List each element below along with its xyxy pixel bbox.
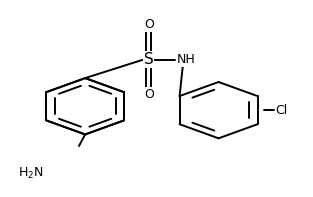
Text: H$_2$N: H$_2$N [18,166,44,181]
Text: O: O [144,88,154,101]
Text: O: O [144,18,154,31]
Text: Cl: Cl [275,104,288,117]
Text: NH: NH [177,53,195,66]
Text: S: S [144,52,154,67]
